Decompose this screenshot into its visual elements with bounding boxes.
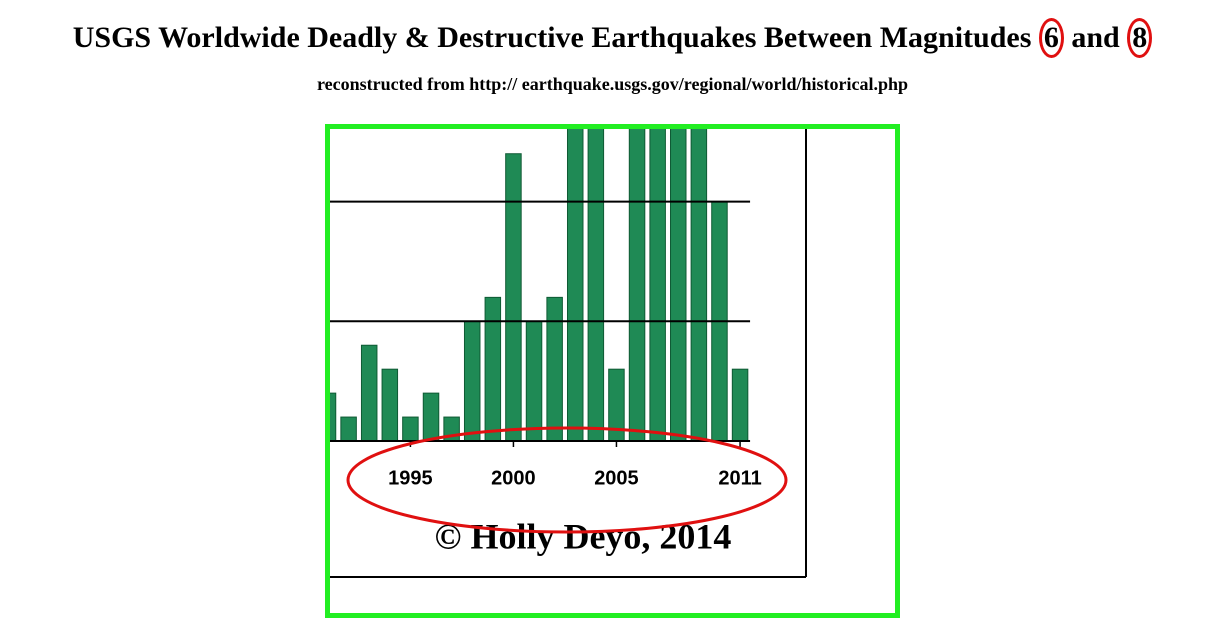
bar (608, 368, 625, 441)
plot-area (328, 125, 749, 441)
bar (525, 320, 543, 441)
title-joiner: and (1071, 21, 1120, 54)
magnitude-high: 8 (1127, 18, 1153, 58)
x-tick-label: 2005 (594, 467, 639, 489)
bar (360, 344, 378, 441)
highlight-ellipse (346, 426, 788, 534)
bar (649, 125, 666, 441)
title-text: USGS Worldwide Deadly & Destructive Eart… (72, 21, 1032, 54)
bar (505, 153, 522, 441)
x-tick-label: 2011 (718, 467, 761, 489)
bar (463, 320, 481, 441)
bar (402, 416, 419, 441)
bar (484, 296, 502, 441)
bar (328, 392, 337, 441)
bar (546, 296, 563, 441)
bar (422, 392, 440, 441)
bar (670, 125, 687, 441)
bar (340, 416, 357, 441)
bar (381, 368, 399, 441)
highlight-frame (325, 124, 900, 618)
bar (587, 125, 605, 441)
magnitude-low: 6 (1038, 18, 1064, 58)
x-tick-label: 1995 (388, 467, 433, 489)
x-tick-label: 2000 (491, 467, 536, 489)
bar (731, 368, 749, 441)
bar (566, 125, 584, 441)
subtitle: reconstructed from http:// earthquake.us… (316, 74, 908, 94)
bar (628, 125, 646, 441)
bar (690, 125, 708, 441)
title: USGS Worldwide Deadly & Destructive Eart… (0, 18, 1225, 58)
